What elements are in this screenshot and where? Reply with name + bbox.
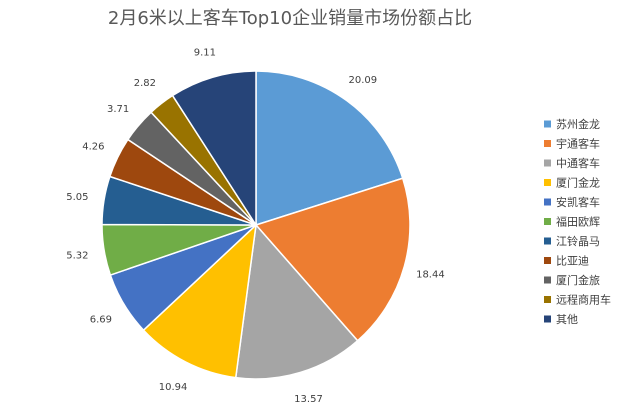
legend-swatch-2 [544, 140, 551, 147]
data-label-1: 20.09 [348, 75, 377, 86]
pie-slice-11 [171, 70, 257, 228]
legend-swatch-4 [544, 179, 551, 186]
pie-slice-3 [234, 223, 359, 380]
legend-swatch-9 [544, 276, 551, 284]
legend-item-11: 其他 [544, 313, 578, 326]
legend-item-1: 苏州金龙 [544, 117, 600, 131]
pie-slice-1 [255, 70, 404, 227]
legend-label-6: 福田欧辉 [556, 215, 600, 229]
data-label-7: 5.05 [66, 192, 88, 203]
legend-item-3: 中通客车 [544, 156, 600, 170]
legend-item-10: 远程商用车 [544, 293, 611, 307]
legend-item-6: 福田欧辉 [544, 215, 600, 229]
legend-label-10: 远程商用车 [556, 293, 611, 307]
data-label-8: 4.26 [82, 142, 104, 153]
legend-swatch-7 [544, 237, 551, 245]
legend-label-9: 厦门金旅 [556, 273, 600, 287]
legend-item-2: 宇通客车 [544, 137, 600, 151]
legend-item-4: 厦门金龙 [544, 176, 600, 190]
legend-label-1: 苏州金龙 [556, 117, 600, 131]
data-label-11: 9.11 [194, 47, 216, 58]
data-label-10: 2.82 [134, 78, 156, 89]
legend-label-11: 其他 [556, 313, 578, 326]
legend-label-5: 安凯客车 [556, 195, 600, 209]
legend-item-5: 安凯客车 [544, 195, 600, 209]
legend-item-9: 厦门金旅 [544, 273, 600, 287]
legend-item-7: 江铃晶马 [544, 234, 600, 248]
legend-label-3: 中通客车 [556, 156, 600, 170]
data-label-5: 6.69 [90, 314, 112, 325]
legend-swatch-5 [544, 198, 551, 206]
data-label-2: 18.44 [416, 269, 445, 280]
chart-title: 2月6米以上客车Top10企业销量市场份额占比 [108, 8, 472, 29]
pie-slice-2 [254, 177, 411, 342]
legend-swatch-8 [544, 257, 551, 264]
data-label-3: 13.57 [294, 394, 323, 405]
data-label-6: 5.32 [66, 251, 88, 262]
legend-swatch-10 [544, 296, 551, 303]
legend-swatch-11 [544, 315, 551, 323]
pie-slice-4 [142, 223, 258, 379]
legend-swatch-1 [544, 120, 551, 128]
legend-label-4: 厦门金龙 [556, 176, 600, 190]
legend: 苏州金龙宇通客车中通客车厦门金龙安凯客车福田欧辉江铃晶马比亚迪厦门金旅远程商用车… [544, 117, 611, 326]
legend-swatch-3 [544, 159, 551, 167]
data-label-4: 10.94 [159, 382, 188, 393]
legend-swatch-6 [544, 218, 551, 225]
legend-label-8: 比亚迪 [556, 255, 589, 268]
legend-item-8: 比亚迪 [544, 255, 589, 268]
legend-label-2: 宇通客车 [556, 137, 600, 151]
data-labels: 20.09 18.44 13.57 10.94 6.69 5.32 5.05 4.26 3.71… [66, 47, 444, 405]
legend-label-7: 江铃晶马 [556, 234, 600, 248]
pie-slices [101, 70, 411, 380]
data-label-9: 3.71 [107, 104, 129, 115]
